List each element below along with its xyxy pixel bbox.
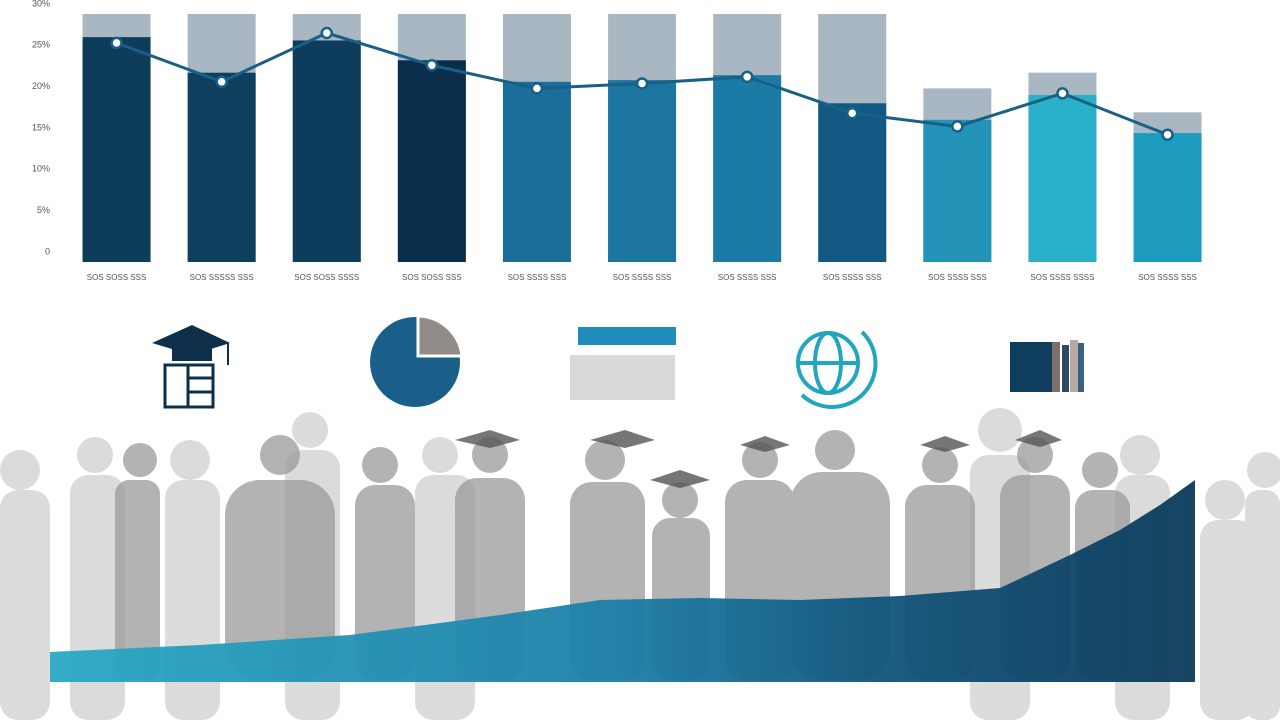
y-tick-label: 25% [32,40,50,50]
x-tick-label: SOS SSSSS SSS [190,273,254,282]
x-tick-label: SOS SSSS SSS [613,273,672,282]
area-decoration [50,480,1195,682]
line-point [846,106,859,120]
bar [82,37,151,262]
line-point [530,82,544,95]
line-point [635,77,649,90]
line-point [320,26,333,40]
x-tick-label: SOS SSSS SSS [823,273,882,282]
y-tick-label: 15% [32,122,50,132]
x-tick-label: SOS SSSS SSSS [1030,273,1094,282]
line-point [1056,87,1069,100]
x-tick-label: SOS SSSS SSS [718,273,777,282]
icon-row [152,314,1084,409]
y-tick-label: 0 [45,246,50,256]
x-tick-label: SOS SOSS SSS [402,273,462,282]
books-icon [1010,340,1084,392]
bar [1133,133,1202,262]
x-tick-label: SOS SSSS SSS [928,273,987,282]
bar [1028,95,1097,262]
bar [397,60,466,262]
y-tick-label: 10% [32,164,50,174]
line-point [215,75,228,89]
x-tick-label: SOS SSSS SSS [508,273,567,282]
bar-chart: 0 5% 10% 15% 20% 25% 30% SOS SOSS SSS SOS SSSSS … [32,0,1202,282]
pie-icon [370,314,464,407]
map-icon [570,327,676,400]
y-tick-label: 30% [32,0,50,8]
bar [923,119,992,263]
line-point [1161,128,1174,141]
bar [818,103,887,262]
x-tick-label: SOS SOSS SSS [87,273,147,282]
y-tick-label: 20% [32,81,50,91]
bar [187,72,256,263]
line-point [110,36,123,50]
bar [608,80,677,262]
line-point [740,70,754,84]
bar [292,40,361,262]
x-tick-label: SOS SOSS SSSS [294,273,359,282]
bar [713,75,782,262]
line-point [425,59,439,72]
bar [502,81,571,262]
graduation-icon [152,325,230,409]
globe-icon [796,330,878,409]
x-tick-label: SOS SSSS SSS [1138,273,1197,282]
line-point [951,120,964,133]
y-tick-label: 5% [37,205,50,215]
